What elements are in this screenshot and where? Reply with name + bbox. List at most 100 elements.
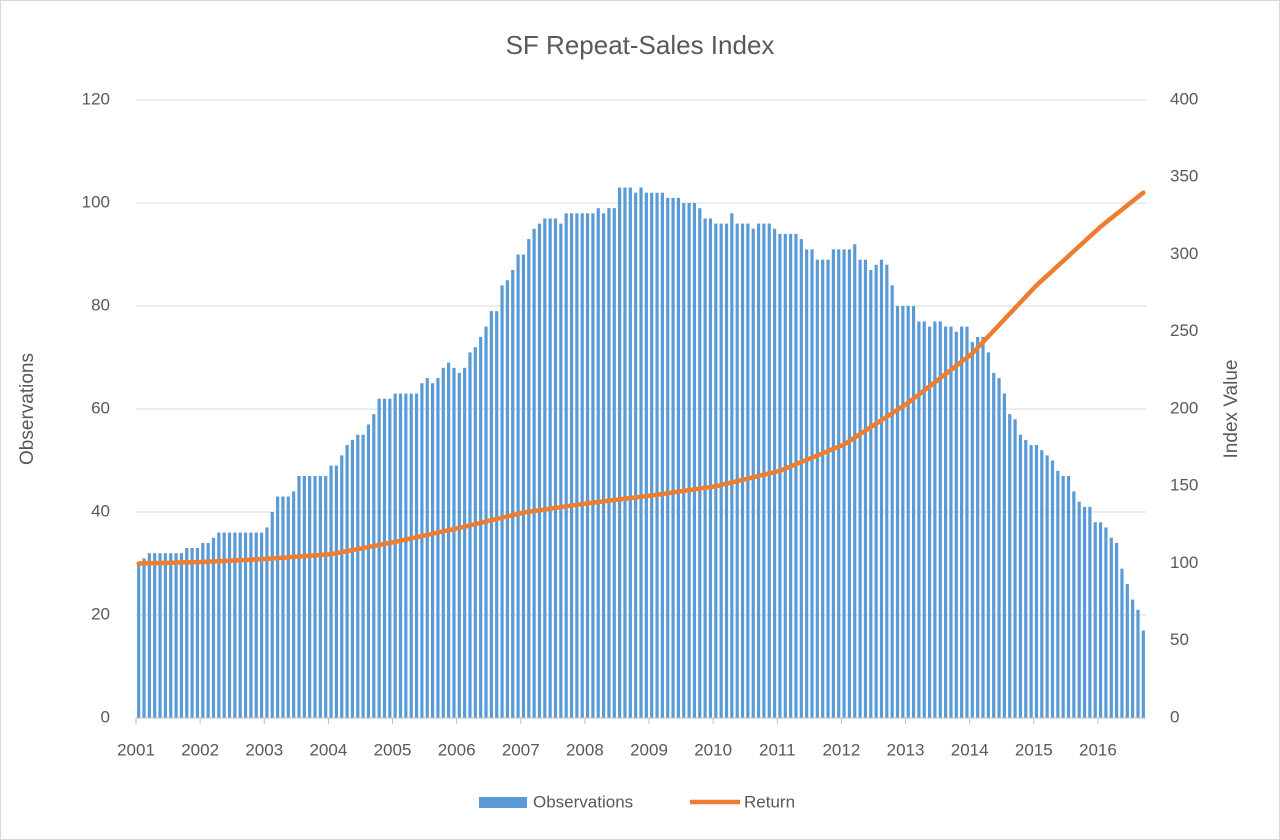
bar [655, 192, 659, 718]
bar [644, 192, 648, 718]
bar [906, 306, 910, 718]
x-tick-label: 2013 [887, 740, 925, 759]
bar [981, 336, 985, 718]
bar [393, 393, 397, 718]
bar [960, 326, 964, 718]
bar [158, 553, 162, 718]
chart-title: SF Repeat-Sales Index [506, 30, 775, 60]
x-tick-label: 2012 [822, 740, 860, 759]
bar [1072, 491, 1076, 718]
bar [420, 383, 424, 718]
bar [356, 434, 360, 718]
bar [334, 465, 338, 718]
bar [1120, 568, 1124, 718]
bar [591, 213, 595, 719]
bar [553, 218, 558, 718]
bar [238, 532, 242, 718]
bar [233, 532, 237, 718]
x-tick-label: 2007 [502, 740, 540, 759]
y-tick-label: 20 [91, 604, 110, 623]
bar [137, 563, 141, 718]
y2-tick-label: 200 [1170, 398, 1198, 417]
bar [858, 259, 862, 718]
bar [799, 239, 803, 719]
bar [585, 213, 590, 719]
bar [388, 398, 392, 718]
bar [815, 259, 819, 718]
bar [516, 254, 520, 718]
y2-tick-label: 100 [1170, 553, 1198, 572]
bar [537, 223, 542, 718]
bar [628, 187, 632, 719]
bar [1018, 434, 1023, 718]
bar [201, 542, 205, 718]
bar [1115, 542, 1119, 718]
bar [789, 233, 793, 718]
bar [751, 228, 755, 718]
bar [944, 326, 948, 718]
bar [217, 532, 221, 718]
bar [805, 249, 809, 718]
bar [249, 532, 253, 718]
bar [1125, 584, 1129, 718]
y-tick-label: 100 [82, 192, 110, 211]
bar [398, 393, 403, 718]
bar [297, 475, 301, 718]
bar [997, 378, 1001, 718]
bar [521, 254, 526, 718]
bar [607, 208, 611, 718]
bar [1024, 439, 1028, 718]
bar [302, 475, 306, 718]
bar [447, 362, 451, 718]
bar [580, 213, 584, 719]
bar [895, 306, 900, 718]
bar [409, 393, 413, 718]
bar [682, 203, 686, 718]
bar [666, 197, 670, 719]
x-tick-label: 2004 [309, 740, 347, 759]
bar [970, 342, 974, 718]
bar [714, 223, 718, 718]
x-tick-label: 2014 [951, 740, 989, 759]
bar [350, 439, 355, 718]
bar [837, 249, 841, 718]
bar [821, 259, 825, 718]
x-tick-label: 2015 [1015, 740, 1053, 759]
bar [826, 259, 830, 718]
x-tick-label: 2006 [438, 740, 476, 759]
legend-label: Return [744, 792, 795, 811]
bar [404, 393, 408, 718]
x-tick-label: 2008 [566, 740, 604, 759]
bar [949, 326, 953, 718]
bar [1045, 455, 1049, 718]
bar [457, 372, 461, 718]
bar [559, 223, 563, 718]
bar [463, 367, 467, 718]
bar [1109, 537, 1113, 718]
bar [1002, 393, 1006, 718]
bar [922, 321, 926, 718]
bar [366, 424, 371, 718]
bar [206, 542, 210, 718]
y-tick-label: 80 [91, 295, 110, 314]
bar [372, 414, 376, 718]
y2-tick-label: 150 [1170, 476, 1198, 495]
y2-tick-label: 300 [1170, 244, 1198, 263]
bar [1098, 522, 1103, 718]
bar [286, 496, 290, 718]
bar [505, 280, 510, 718]
bar [222, 532, 226, 718]
bar [292, 491, 296, 718]
bar [911, 306, 916, 718]
y-tick-label: 0 [101, 707, 110, 726]
y2-tick-label: 50 [1170, 630, 1189, 649]
bar [377, 398, 381, 718]
bar [762, 223, 766, 718]
bar [414, 393, 419, 718]
y2-tick-label: 250 [1170, 321, 1198, 340]
x-tick-label: 2001 [117, 740, 155, 759]
bar [495, 311, 499, 718]
bar [671, 197, 675, 719]
